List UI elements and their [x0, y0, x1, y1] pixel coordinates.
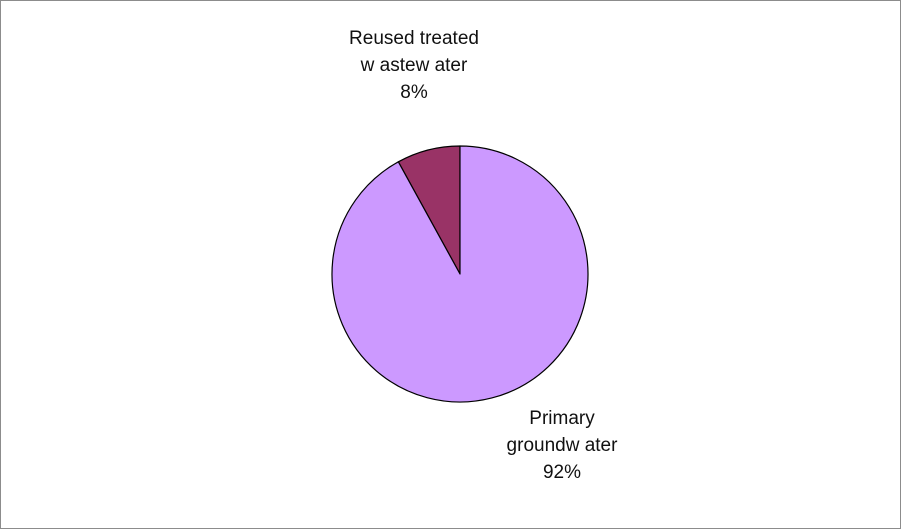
slice-label-line: w astew ater: [360, 55, 468, 76]
slice-label-line: Primary: [529, 408, 595, 429]
slice-label-line: groundw ater: [506, 435, 618, 456]
slice-label-reused-treated-wastewater: Reused treated w astew ater 8%: [349, 25, 479, 106]
slice-label-line: Reused treated: [349, 28, 479, 49]
pie-slice-1: [331, 145, 589, 403]
slice-percent-label: 8%: [400, 82, 428, 103]
slice-percent-label: 92%: [542, 462, 582, 483]
slice-label-primary-groundwater: Primary groundw ater 92%: [507, 405, 618, 486]
